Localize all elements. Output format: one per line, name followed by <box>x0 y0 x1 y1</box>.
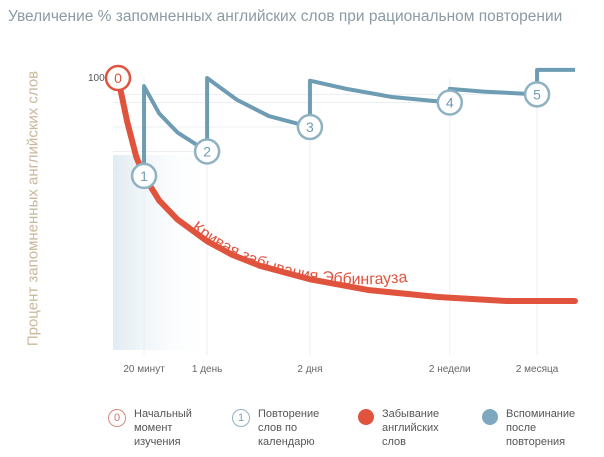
recall-curve-segment <box>205 76 311 152</box>
shaded-area <box>113 155 213 350</box>
marker-circle-2 <box>193 138 221 165</box>
recall-dot-icon <box>482 409 498 425</box>
legend-text: Вспоминание <box>506 408 576 420</box>
recall-curve-segment <box>142 84 209 176</box>
marker-circle-3 <box>296 113 324 141</box>
legend-item-forget: Забывание английских слов <box>358 407 439 449</box>
x-tick-label: 2 недели <box>429 364 471 375</box>
legend-text: повторения <box>506 436 566 448</box>
legend-item-start: 0 Начальный момент изучения <box>108 407 192 449</box>
label-textpath: Кривая забывания Эббингауза <box>189 219 408 289</box>
legend-text: календарю <box>258 436 315 448</box>
marker-label: 5 <box>533 86 541 102</box>
legend-text: момент <box>134 422 173 434</box>
legend-text: слов по <box>258 422 298 434</box>
marker-circle-1 <box>130 162 158 190</box>
forget-dot-icon <box>358 409 374 425</box>
x-tick-label: 2 дня <box>297 364 322 375</box>
marker-label: 4 <box>446 94 454 110</box>
marker-circle-4 <box>436 89 464 116</box>
chart-title: Увеличение % запомненных английских слов… <box>8 8 563 25</box>
marker-circle-0 <box>104 64 132 92</box>
x-tick-label: 1 день <box>192 364 222 375</box>
marker-circle-5 <box>523 81 551 108</box>
forgetting-curve-line <box>115 75 578 305</box>
legend-text: Повторение <box>258 408 320 420</box>
marker-label: 0 <box>114 70 122 86</box>
x-tick-label: 20 минут <box>123 364 165 375</box>
legend-item-recall: Вспоминание после повторения <box>482 407 575 449</box>
recall-curve-segment <box>307 78 450 127</box>
marker-label: 2 <box>203 143 211 159</box>
legend-text: слов <box>382 436 407 448</box>
legend-text: Начальный <box>134 408 192 420</box>
legend-text: английских <box>382 422 439 434</box>
y-tick-label: 100% <box>88 73 114 84</box>
repeat-marker-icon: 1 <box>232 409 250 427</box>
forgetting-curve-label: Кривая забывания Эббингауза <box>189 219 408 289</box>
legend-item-repeat: 1 Повторение слов по календарю <box>232 407 319 449</box>
marker-label: 3 <box>306 119 314 135</box>
legend-text: изучения <box>134 436 181 448</box>
legend-text: Забывание <box>382 408 440 420</box>
marker-label: 1 <box>140 168 148 184</box>
legend-text: после <box>506 422 537 434</box>
start-marker-icon: 0 <box>108 409 126 427</box>
x-tick-label: 2 месяца <box>516 364 559 375</box>
